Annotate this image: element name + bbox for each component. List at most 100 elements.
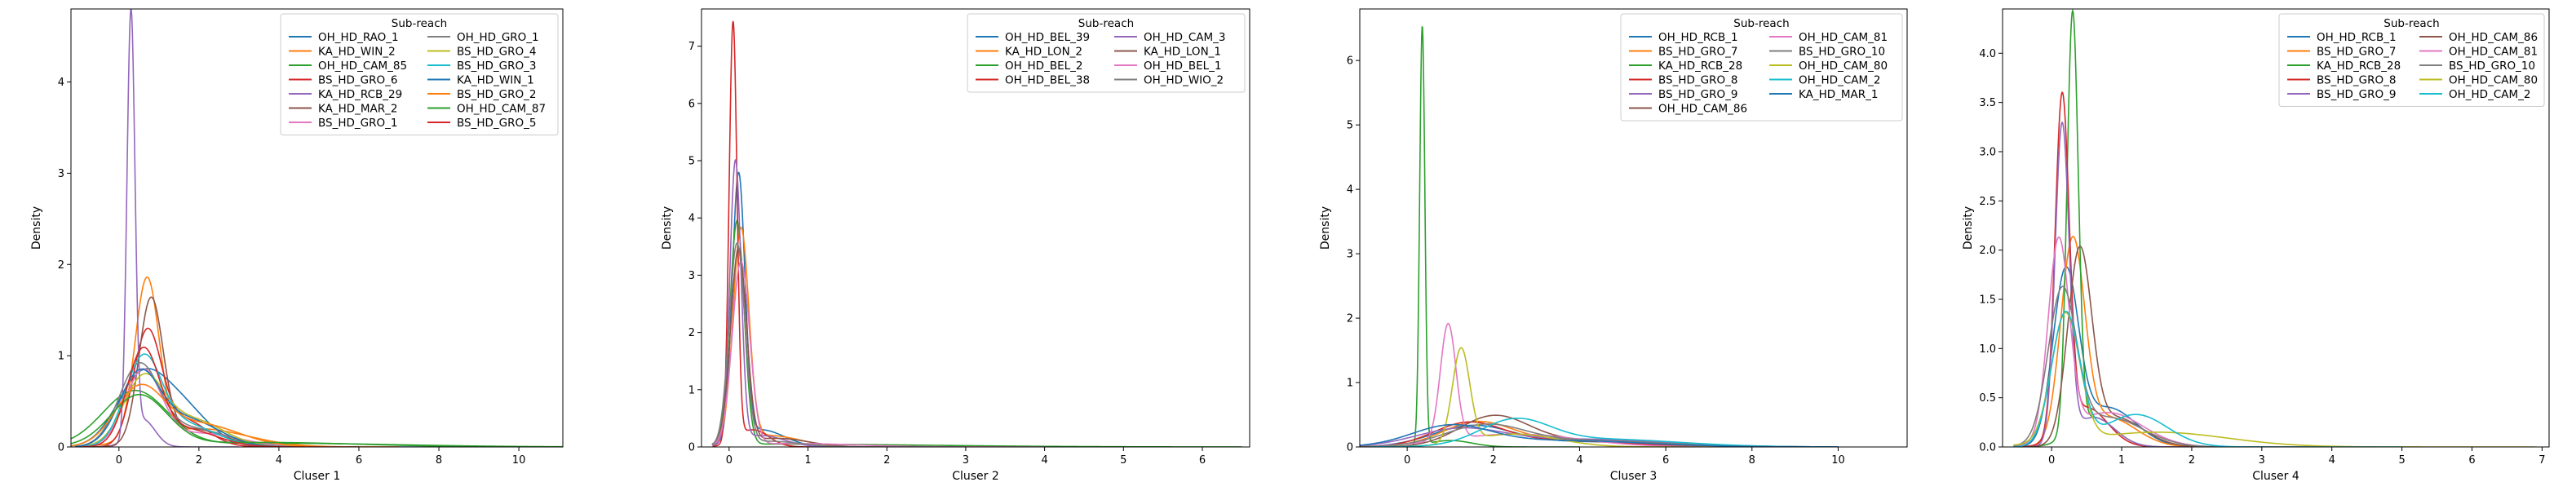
series-line-OH_HD_BEL_1: [712, 260, 1045, 447]
legend-entry-label: BS_HD_GRO_10: [2449, 60, 2535, 73]
legend-entry-label: KA_HD_MAR_2: [318, 103, 398, 116]
y-tick-label: 3: [58, 168, 64, 180]
y-axis-label: Density: [30, 206, 43, 250]
legend-entry-label: OH_HD_WIO_2: [1144, 74, 1224, 87]
y-tick-label: 1.5: [1979, 294, 1996, 306]
legend-entry-label: OH_HD_CAM_87: [457, 103, 546, 116]
y-tick-label: 2.5: [1979, 196, 1996, 208]
series-line-OH_HD_RCB_1: [2013, 266, 2332, 447]
x-axis-label: Cluser 3: [1610, 470, 1658, 483]
x-tick-label: 8: [1749, 454, 1755, 467]
y-tick-label: 1: [688, 384, 695, 396]
x-tick-label: 6: [356, 454, 362, 467]
series-line-OH_HD_CAM_3: [712, 158, 927, 447]
legend-entry-label: OH_HD_BEL_1: [1144, 60, 1221, 73]
y-tick-label: 3.5: [1979, 97, 1996, 109]
x-tick-label: 2: [1490, 454, 1497, 467]
legend-entry-label: KA_HD_MAR_1: [1799, 88, 1879, 101]
legend-entry-label: BS_HD_GRO_8: [1658, 74, 1737, 87]
legend-entry-label: BS_HD_GRO_2: [457, 88, 536, 101]
legend-entry-label: OH_HD_RCB_1: [2317, 31, 2397, 44]
y-tick-label: 0.5: [1979, 392, 1996, 405]
legend-entry-label: OH_HD_BEL_2: [1005, 60, 1082, 73]
legend-title: Sub-reach: [392, 17, 447, 30]
y-tick-label: 6: [688, 98, 695, 110]
legend-title: Sub-reach: [2383, 17, 2439, 30]
series-line-BS_HD_GRO_9: [2013, 121, 2262, 447]
x-tick-label: 10: [512, 454, 526, 467]
series-line-OH_HD_RAO_1: [71, 368, 440, 447]
series-line-OH_HD_BEL_2: [712, 219, 1242, 447]
legend-entry-label: OH_HD_GRO_1: [457, 31, 539, 44]
x-axis-label: Cluser 4: [2252, 470, 2299, 483]
x-axis-label: Cluser 1: [294, 470, 341, 483]
legend-entry-label: OH_HD_CAM_80: [2449, 74, 2538, 87]
legend: Sub-reachOH_HD_BEL_39KA_HD_LON_2OH_HD_BE…: [967, 13, 1246, 93]
x-tick-label: 7: [2538, 454, 2545, 467]
y-tick-label: 0: [58, 442, 64, 454]
y-tick-label: 0: [688, 442, 695, 454]
y-tick-label: 2.0: [1979, 245, 1996, 257]
x-tick-label: 8: [436, 454, 442, 467]
x-tick-label: 0: [1404, 454, 1410, 467]
x-tick-label: 2: [196, 454, 202, 467]
legend-entry-label: KA_HD_WIN_2: [318, 46, 396, 59]
x-tick-label: 0: [116, 454, 122, 467]
legend: Sub-reachOH_HD_RAO_1KA_HD_WIN_2OH_HD_CAM…: [280, 13, 559, 135]
legend-entry-label: OH_HD_CAM_86: [1658, 103, 1747, 116]
y-tick-label: 5: [688, 156, 695, 168]
legend-entry-label: KA_HD_LON_2: [1005, 46, 1082, 59]
axes-frame: [1359, 8, 1908, 448]
x-tick-label: 6: [2468, 454, 2475, 467]
series-line-OH_HD_CAM_2: [2013, 310, 2402, 447]
chart-panel-4: 0 1 2 3 4 5 6 7 0.0 0.5 1.0 1.5 2.0 2.5 3.0 3.5 4.0 Cluse…: [1962, 8, 2550, 483]
series-line-BS_HD_GRO_7: [2013, 236, 2332, 447]
legend-entry-label: BS_HD_GRO_7: [2317, 46, 2396, 59]
y-tick-label: 1: [1347, 378, 1353, 390]
axes-frame: [701, 8, 1250, 448]
y-tick-label: 3: [1347, 249, 1353, 261]
y-tick-label: 1.0: [1979, 343, 1996, 356]
series-line-OH_HD_CAM_80: [2013, 312, 2535, 447]
legend-entry-label: BS_HD_GRO_6: [318, 74, 397, 87]
x-axis-label: Cluser 2: [952, 470, 999, 483]
series-line-KA_HD_RCB_28: [1370, 26, 1580, 447]
legend-entry-label: OH_HD_CAM_2: [1799, 74, 1880, 87]
x-tick-label: 1: [804, 454, 811, 467]
y-tick-label: 5: [1347, 120, 1353, 132]
legend-frame: [2278, 13, 2545, 107]
legend-entry-label: BS_HD_GRO_9: [1658, 88, 1737, 101]
legend-entry-label: BS_HD_GRO_3: [457, 60, 536, 73]
x-tick-label: 1: [2118, 454, 2125, 467]
series-line-OH_HD_CAM_81: [2013, 236, 2332, 447]
y-tick-label: 0.0: [1979, 442, 1996, 454]
x-tick-label: 5: [1120, 454, 1126, 467]
x-tick-label: 4: [276, 454, 282, 467]
series-line-OH_HD_CAM_81: [1370, 322, 1795, 447]
y-axis-label: Density: [661, 206, 674, 250]
series-line-OH_HD_BEL_38: [712, 20, 927, 447]
legend-entry-label: KA_HD_LON_1: [1144, 46, 1221, 59]
legend-entry-label: BS_HD_GRO_10: [1799, 46, 1885, 59]
y-tick-label: 7: [688, 41, 695, 53]
legend-entry-label: OH_HD_CAM_86: [2449, 31, 2538, 44]
series-line-BS_HD_GRO_8: [2013, 91, 2262, 447]
series-group: [2013, 9, 2535, 447]
legend-frame: [967, 13, 1246, 93]
legend-entry-label: BS_HD_GRO_7: [1658, 46, 1737, 59]
x-tick-label: 3: [2259, 454, 2265, 467]
x-tick-label: 5: [2398, 454, 2405, 467]
y-tick-label: 4: [58, 77, 64, 89]
legend-entry-label: BS_HD_GRO_8: [2317, 74, 2396, 87]
x-tick-label: 2: [2189, 454, 2195, 467]
legend-entry-label: BS_HD_GRO_5: [457, 117, 536, 130]
legend-entry-label: OH_HD_CAM_81: [2449, 46, 2538, 59]
legend-frame: [280, 13, 559, 135]
y-tick-label: 3: [688, 270, 695, 282]
y-tick-label: 0: [1347, 442, 1353, 454]
legend-entry-label: OH_HD_CAM_85: [318, 60, 407, 73]
legend-entry-label: BS_HD_GRO_9: [2317, 88, 2396, 101]
x-tick-label: 0: [726, 454, 733, 467]
